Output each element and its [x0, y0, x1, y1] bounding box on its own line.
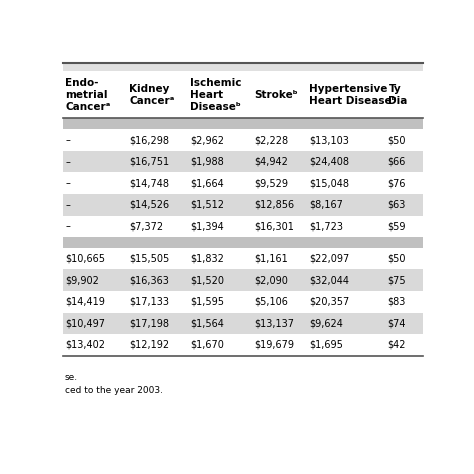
Bar: [63, 216, 423, 237]
Text: $59: $59: [388, 221, 406, 231]
Bar: [63, 334, 423, 356]
Bar: [63, 118, 423, 129]
Text: $14,419: $14,419: [65, 297, 105, 307]
Bar: [63, 248, 423, 269]
Text: $22,097: $22,097: [309, 254, 349, 264]
Text: Hypertensive
Heart Diseaseᵇ: Hypertensive Heart Diseaseᵇ: [309, 83, 397, 106]
Text: $4,942: $4,942: [255, 156, 288, 166]
Bar: [63, 71, 423, 118]
Text: $1,595: $1,595: [191, 297, 224, 307]
Text: Ty
Dia: Ty Dia: [389, 83, 408, 106]
Bar: [63, 173, 423, 194]
Text: $1,695: $1,695: [309, 340, 343, 350]
Text: $66: $66: [388, 156, 406, 166]
Text: $12,192: $12,192: [129, 340, 170, 350]
Text: $2,228: $2,228: [255, 135, 289, 145]
Text: –: –: [65, 156, 70, 166]
Text: $1,161: $1,161: [255, 254, 288, 264]
Text: Strokeᵇ: Strokeᵇ: [255, 90, 298, 100]
Text: $16,363: $16,363: [129, 275, 169, 285]
Text: $1,670: $1,670: [191, 340, 224, 350]
Text: –: –: [65, 135, 70, 145]
Text: $1,988: $1,988: [191, 156, 224, 166]
Text: $7,372: $7,372: [129, 221, 164, 231]
Text: $13,137: $13,137: [255, 319, 294, 328]
Text: $9,624: $9,624: [309, 319, 343, 328]
Text: $50: $50: [388, 254, 406, 264]
Bar: [63, 151, 423, 173]
Text: $1,564: $1,564: [191, 319, 224, 328]
Text: $19,679: $19,679: [255, 340, 294, 350]
Text: –: –: [65, 178, 70, 188]
Text: $15,505: $15,505: [129, 254, 170, 264]
Text: $50: $50: [388, 135, 406, 145]
Text: $32,044: $32,044: [309, 275, 349, 285]
Text: $20,357: $20,357: [309, 297, 349, 307]
Text: Endo-
metrial
Cancerᵃ: Endo- metrial Cancerᵃ: [65, 78, 111, 111]
Text: $63: $63: [388, 200, 406, 210]
Text: $10,665: $10,665: [65, 254, 105, 264]
Bar: [63, 291, 423, 312]
Text: $1,394: $1,394: [191, 221, 224, 231]
Text: $10,497: $10,497: [65, 319, 105, 328]
Text: $9,529: $9,529: [255, 178, 288, 188]
Text: $1,723: $1,723: [309, 221, 343, 231]
Text: $74: $74: [388, 319, 406, 328]
Bar: [63, 129, 423, 151]
Text: $8,167: $8,167: [309, 200, 343, 210]
Text: $5,106: $5,106: [255, 297, 288, 307]
Text: $2,962: $2,962: [191, 135, 224, 145]
Text: $1,512: $1,512: [191, 200, 224, 210]
Text: $14,748: $14,748: [129, 178, 169, 188]
Text: Ischemic
Heart
Diseaseᵇ: Ischemic Heart Diseaseᵇ: [191, 78, 242, 111]
Text: $83: $83: [388, 297, 406, 307]
Text: $12,856: $12,856: [255, 200, 294, 210]
Text: $1,520: $1,520: [191, 275, 224, 285]
Text: se.: se.: [64, 373, 78, 382]
Bar: [63, 194, 423, 216]
Text: $16,298: $16,298: [129, 135, 169, 145]
Text: $17,198: $17,198: [129, 319, 169, 328]
Text: Kidney
Cancerᵃ: Kidney Cancerᵃ: [129, 83, 175, 106]
Text: $13,103: $13,103: [309, 135, 349, 145]
Text: $13,402: $13,402: [65, 340, 105, 350]
Bar: [63, 312, 423, 334]
Text: $24,408: $24,408: [309, 156, 349, 166]
Text: $75: $75: [388, 275, 406, 285]
Text: $9,902: $9,902: [65, 275, 100, 285]
Text: $76: $76: [388, 178, 406, 188]
Text: $1,832: $1,832: [191, 254, 224, 264]
Text: $2,090: $2,090: [255, 275, 288, 285]
Text: $1,664: $1,664: [191, 178, 224, 188]
Text: ced to the year 2003.: ced to the year 2003.: [64, 386, 163, 395]
Text: $16,301: $16,301: [255, 221, 294, 231]
Bar: [63, 237, 423, 248]
Bar: [63, 269, 423, 291]
Text: –: –: [65, 221, 70, 231]
Text: –: –: [65, 200, 70, 210]
Text: $17,133: $17,133: [129, 297, 169, 307]
Text: $14,526: $14,526: [129, 200, 170, 210]
Bar: [63, 63, 423, 71]
Text: $15,048: $15,048: [309, 178, 349, 188]
Text: $42: $42: [388, 340, 406, 350]
Text: $16,751: $16,751: [129, 156, 170, 166]
